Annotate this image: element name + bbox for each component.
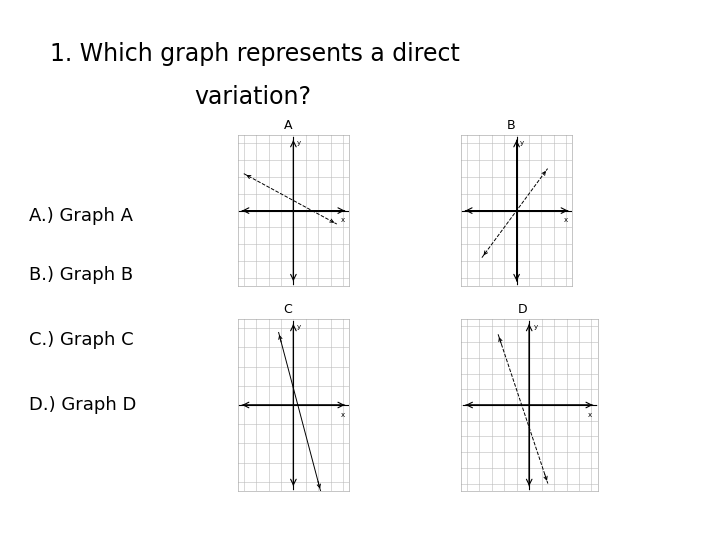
Text: B.) Graph B: B.) Graph B	[29, 266, 133, 285]
Text: C: C	[284, 303, 292, 316]
Text: x: x	[564, 217, 568, 222]
Text: y: y	[534, 324, 538, 330]
Text: y: y	[297, 139, 301, 146]
Text: C.) Graph C: C.) Graph C	[29, 331, 133, 349]
Text: x: x	[341, 413, 345, 418]
Text: x: x	[341, 217, 345, 222]
Text: D: D	[518, 303, 527, 316]
Text: x: x	[588, 413, 591, 418]
Text: 1. Which graph represents a direct: 1. Which graph represents a direct	[50, 42, 460, 66]
Text: B: B	[507, 119, 516, 132]
Text: A: A	[284, 119, 292, 132]
Text: y: y	[520, 139, 524, 146]
Text: y: y	[297, 324, 301, 330]
Text: D.) Graph D: D.) Graph D	[29, 396, 136, 414]
Text: A.) Graph A: A.) Graph A	[29, 207, 132, 225]
Text: variation?: variation?	[194, 85, 311, 109]
